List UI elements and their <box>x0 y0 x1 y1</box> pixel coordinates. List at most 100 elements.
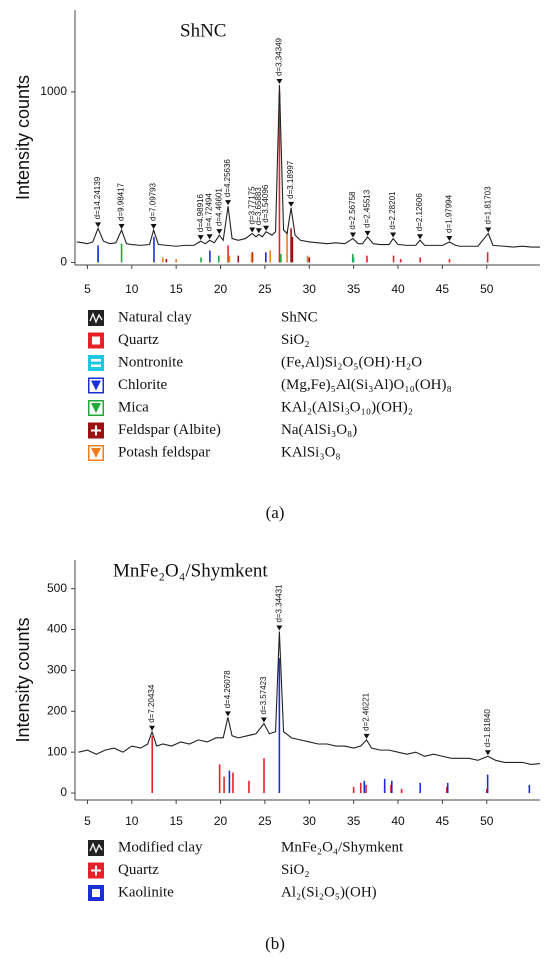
chart-title: MnFe₂O₄/Shymkent <box>113 560 268 581</box>
peak-marker <box>149 725 156 731</box>
legend-icon <box>91 403 101 413</box>
legend-formula: (Fe,Al)Si₂O₅(OH)·H₂O <box>281 354 422 370</box>
peak-marker <box>485 227 492 233</box>
legend-icon <box>88 355 104 371</box>
peak-marker <box>276 79 283 85</box>
peak-marker <box>484 750 491 756</box>
peak-label: d=4.25636 <box>223 159 232 198</box>
y-tick-label: 500 <box>47 581 67 595</box>
legend-formula: MnFe₂O₄/Shymkent <box>281 839 404 855</box>
legend-icon <box>91 869 101 872</box>
y-tick-label: 1000 <box>40 84 67 98</box>
peak-label: d=2.12606 <box>415 193 424 232</box>
legend-name: Chlorite <box>118 377 168 393</box>
peak-label: d=4.46601 <box>214 188 223 227</box>
peak-marker <box>249 227 256 233</box>
data-line <box>78 631 541 765</box>
legend-icon <box>88 840 104 856</box>
legend-name: Modified clay <box>118 839 203 855</box>
panel-label: (a) <box>266 503 285 522</box>
peak-marker <box>263 225 270 231</box>
peak-label: d=7.20434 <box>147 684 156 723</box>
legend-formula: ShNC <box>281 309 318 325</box>
peak-label: d=2.28201 <box>388 191 397 230</box>
x-tick-label: 35 <box>347 282 361 296</box>
legend-icon <box>91 448 101 458</box>
legend-formula: Na(AlSi₃O₈) <box>281 422 357 438</box>
legend-formula: KAlSi₃O₈ <box>281 444 341 460</box>
legend-icon <box>91 364 101 367</box>
legend-name: Mica <box>118 399 149 415</box>
x-tick-label: 20 <box>214 814 228 828</box>
y-tick-label: 0 <box>60 785 67 799</box>
x-tick-label: 40 <box>391 814 405 828</box>
peak-label: d=3.54096 <box>261 184 270 223</box>
x-tick-label: 35 <box>347 814 361 828</box>
legend-formula: KAl₂(AlSi₃O₁₀)(OH)₂ <box>281 399 413 415</box>
x-tick-label: 45 <box>436 282 450 296</box>
y-tick-label: 100 <box>47 744 67 758</box>
peak-marker <box>260 717 267 723</box>
y-tick-label: 200 <box>47 703 67 717</box>
peak-label: d=2.46221 <box>362 692 371 731</box>
legend-name: Nontronite <box>118 354 183 370</box>
legend-formula: SiO₂ <box>281 862 310 878</box>
legend-icon <box>92 336 100 345</box>
x-tick-label: 15 <box>169 814 183 828</box>
peak-label: d=4.72494 <box>205 193 214 232</box>
peak-marker <box>364 230 371 236</box>
peak-label: d=3.65883 <box>254 187 263 226</box>
peak-label: d=3.34349 <box>275 37 284 76</box>
peak-label: d=3.34431 <box>274 584 283 623</box>
x-tick-label: 20 <box>214 282 228 296</box>
legend-name: Feldspar (Albite) <box>118 422 221 438</box>
peak-label: d=2.56758 <box>348 191 357 230</box>
x-tick-label: 10 <box>125 814 139 828</box>
peak-marker <box>417 234 424 240</box>
peak-marker <box>206 234 213 240</box>
peak-label: d=9.98417 <box>117 182 126 221</box>
x-tick-label: 30 <box>303 282 317 296</box>
peak-label: d=3.57423 <box>259 676 268 715</box>
peak-marker <box>150 224 157 230</box>
legend-formula: Al₂(Si₂O₅)(OH) <box>281 884 377 900</box>
peak-marker <box>216 229 223 235</box>
peak-marker <box>225 200 232 206</box>
x-tick-label: 5 <box>84 282 91 296</box>
x-tick-label: 25 <box>258 814 272 828</box>
peak-label: d=1.97994 <box>445 194 454 233</box>
peak-marker <box>446 235 453 241</box>
peak-marker <box>276 625 283 631</box>
legend-icon <box>89 842 103 854</box>
x-tick-label: 10 <box>125 282 139 296</box>
x-tick-label: 5 <box>84 814 91 828</box>
y-axis-label: Intensity counts <box>13 617 33 742</box>
legend-name: Quartz <box>118 332 159 348</box>
x-tick-label: 45 <box>436 814 450 828</box>
peak-marker <box>197 235 204 241</box>
y-tick-label: 300 <box>47 663 67 677</box>
x-tick-label: 50 <box>480 282 494 296</box>
peak-label: d=4.98916 <box>196 194 205 233</box>
peak-marker <box>255 228 262 234</box>
peak-label: d=1.81840 <box>483 709 492 748</box>
legend-formula: (Mg,Fe)₅Al(Si₃Al)O₁₀(OH)₈ <box>281 377 452 393</box>
legend-icon <box>92 889 100 897</box>
peak-label: d=2.45513 <box>363 189 372 228</box>
peak-marker <box>390 232 397 238</box>
x-tick-label: 25 <box>258 282 272 296</box>
peak-marker <box>95 222 102 228</box>
peak-marker <box>118 224 125 230</box>
legend-name: Potash feldspar <box>118 444 210 460</box>
peak-label: d=7.09793 <box>149 182 158 221</box>
peak-label: d=4.26078 <box>223 670 232 709</box>
x-tick-label: 50 <box>480 814 494 828</box>
peak-marker <box>288 201 295 207</box>
legend-icon <box>88 310 104 326</box>
legend-icon <box>89 312 103 324</box>
peak-label: d=14.24139 <box>93 176 102 219</box>
peak-marker <box>224 711 231 717</box>
y-tick-label: 0 <box>60 255 67 269</box>
